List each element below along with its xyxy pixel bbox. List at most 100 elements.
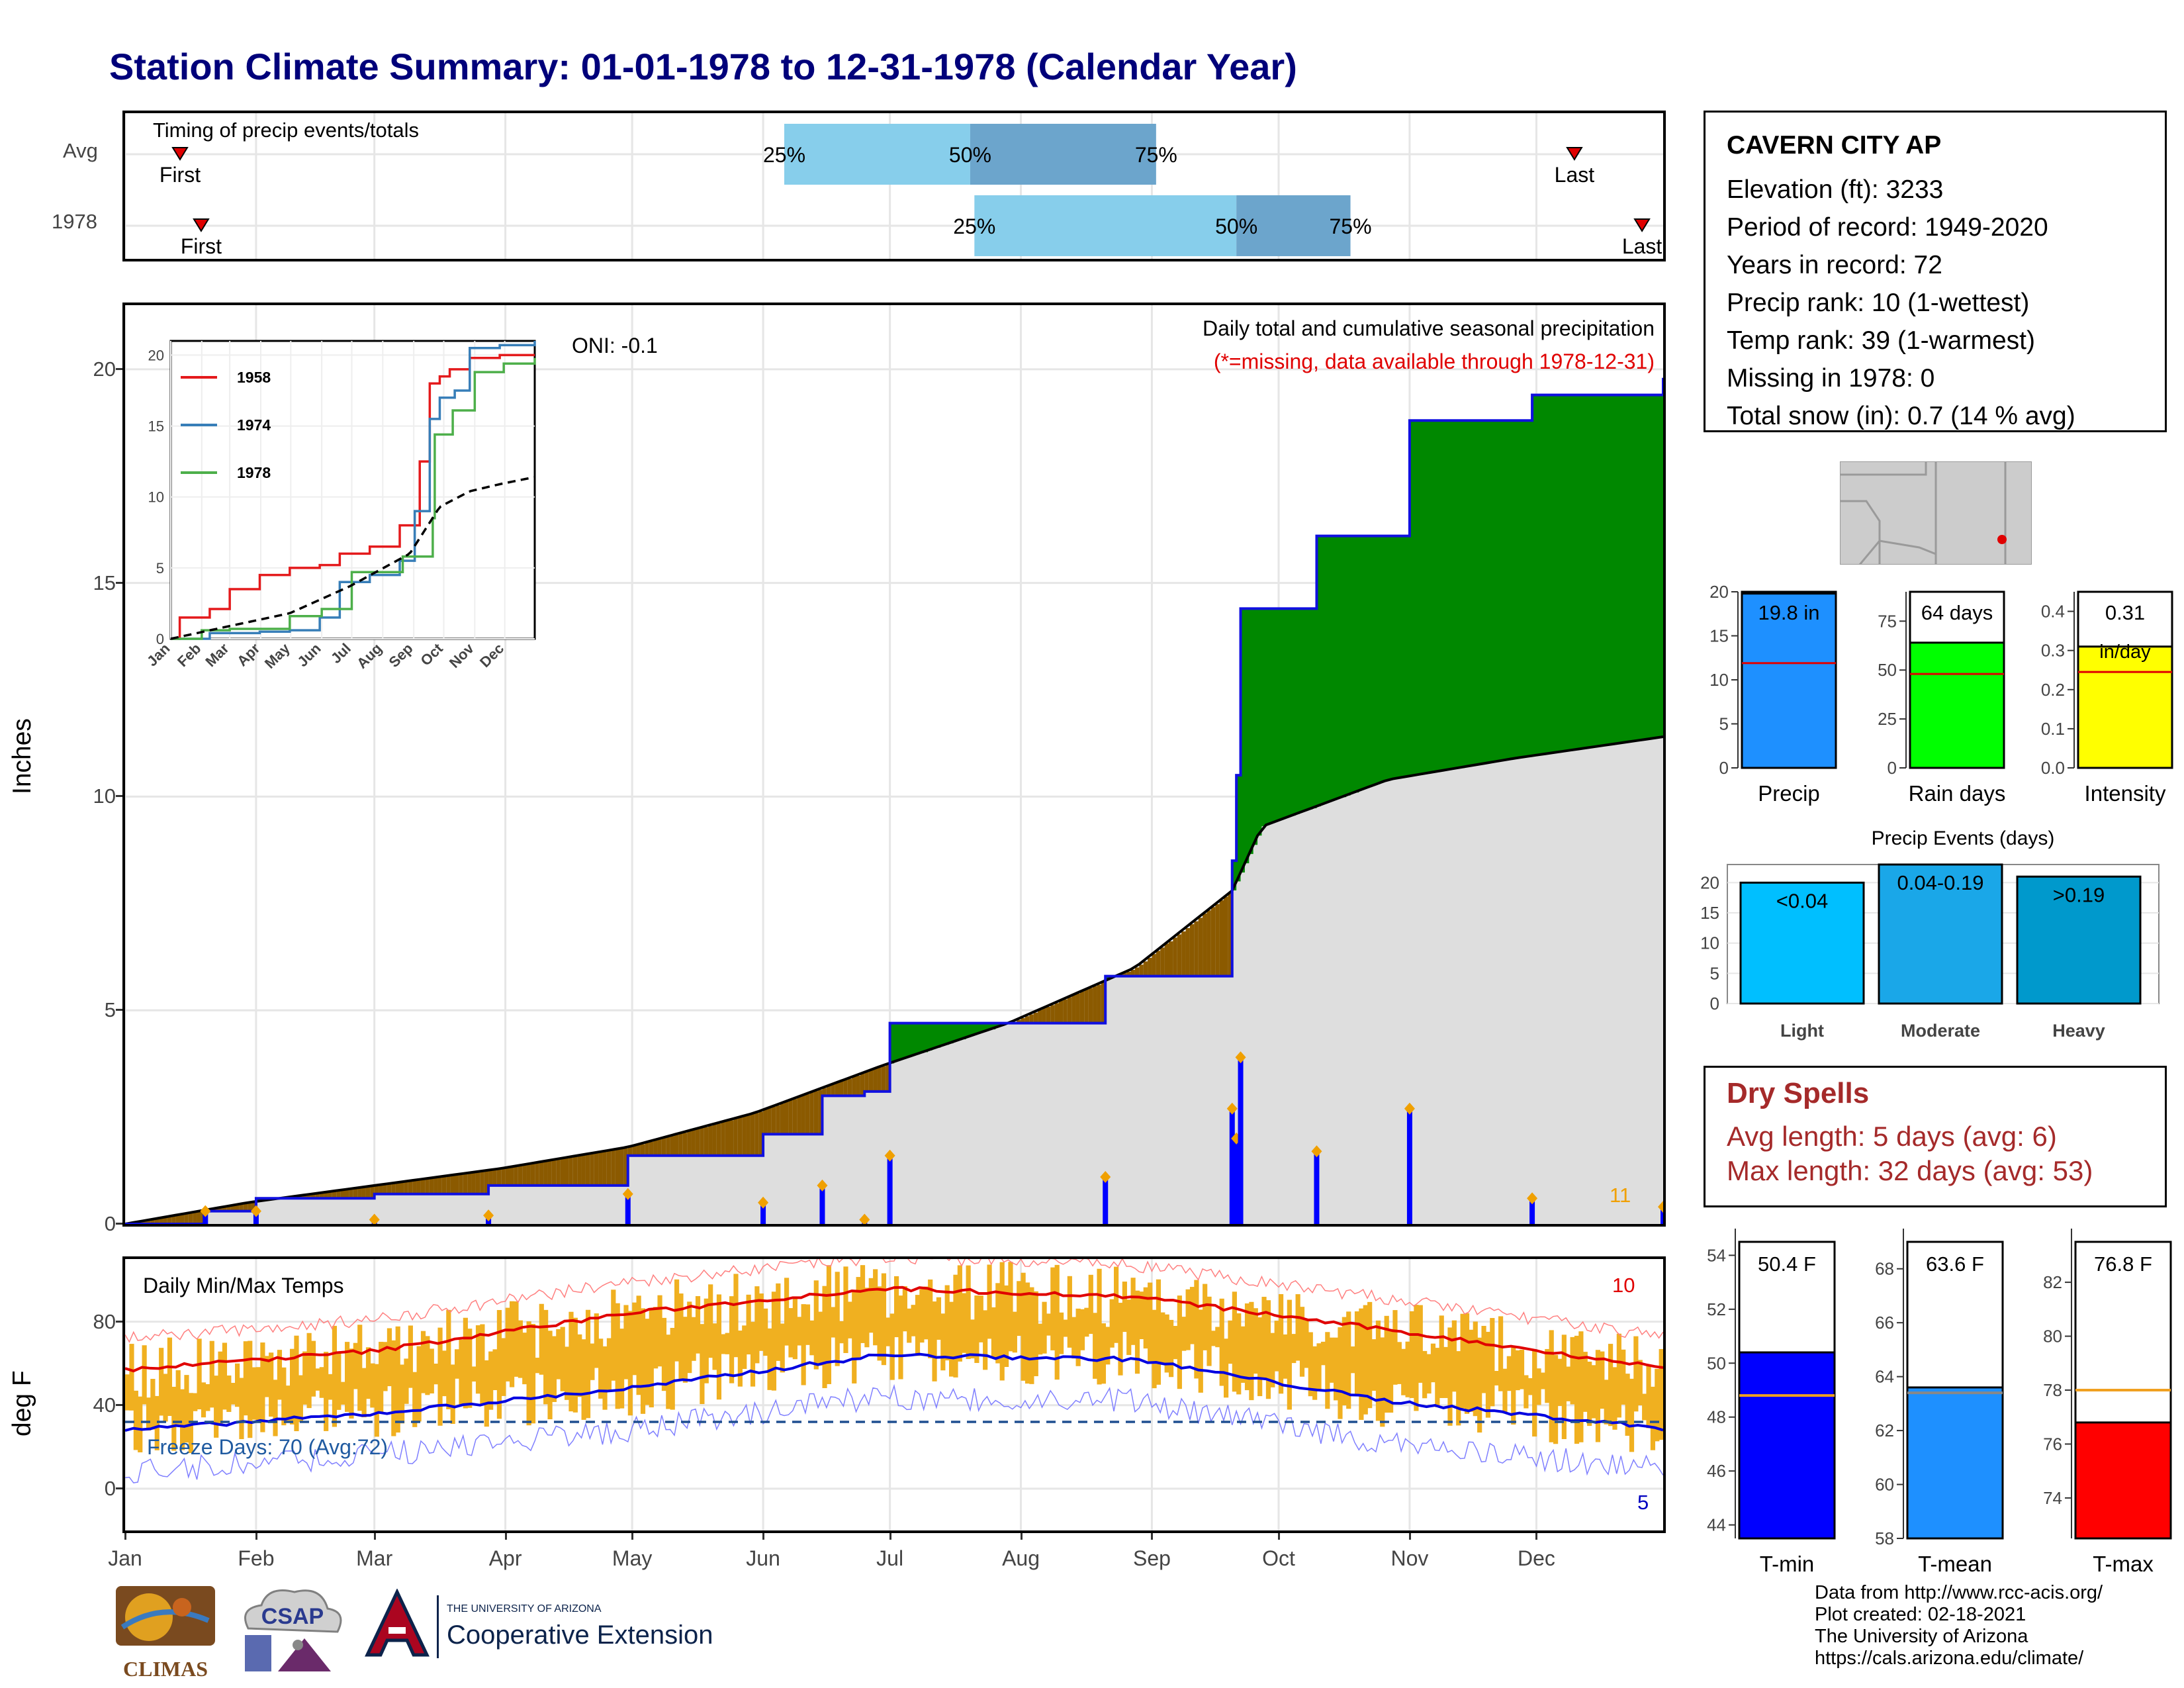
climas-logo: CLIMAS (109, 1581, 222, 1681)
daily-temp-bar (146, 1397, 152, 1430)
below-avg-area (881, 1066, 886, 1092)
avg-cumulative-area (471, 1172, 477, 1224)
above-avg-area (966, 1023, 971, 1037)
below-avg-area (598, 1151, 604, 1186)
below-avg-area (1071, 994, 1077, 1023)
above-avg-area (1270, 608, 1275, 823)
avg-cumulative-area (902, 1058, 907, 1224)
daily-temp-bar (290, 1348, 295, 1425)
daily-temp-bar (1126, 1299, 1132, 1355)
daily-temp-bar (1084, 1307, 1089, 1337)
above-avg-area (923, 1023, 929, 1053)
avg-cumulative-area (1152, 954, 1157, 1224)
avg-cumulative-area (873, 1068, 878, 1224)
daily-temp-bar (1046, 1313, 1052, 1336)
above-avg-area (928, 1023, 933, 1051)
daily-precip-bar (1314, 1151, 1320, 1224)
daily-precip-bar (1406, 1108, 1412, 1224)
above-avg-area (1625, 395, 1630, 743)
avg-cumulative-area (222, 1207, 227, 1224)
avg-cumulative-area (467, 1172, 473, 1224)
below-avg-area (306, 1195, 312, 1199)
avg-cumulative-area (767, 1107, 772, 1224)
avg-cumulative-area (1608, 744, 1613, 1224)
below-avg-area (1210, 907, 1216, 976)
avg-cumulative-area (983, 1031, 988, 1224)
below-avg-area (1059, 1000, 1064, 1023)
freeze-days-label: Freeze Days: 70 (Avg:72) (147, 1435, 388, 1459)
month-axis-label: Aug (1002, 1546, 1040, 1570)
precip-event-bar-moderate (1878, 863, 2003, 1005)
below-avg-area (797, 1097, 802, 1135)
avg-cumulative-area (1148, 957, 1153, 1224)
month-axis-tick (889, 1533, 891, 1540)
above-avg-area (1405, 536, 1410, 777)
inset-line-1978 (171, 357, 536, 640)
avg-cumulative-area (374, 1186, 379, 1224)
above-avg-area (987, 1023, 992, 1030)
below-avg-area (729, 1120, 734, 1156)
below-avg-area (310, 1194, 316, 1199)
avg-cumulative-area (907, 1057, 912, 1224)
daily-temp-bar (1354, 1311, 1360, 1396)
above-avg-area (995, 1023, 1001, 1027)
daily-temp-bar (1604, 1380, 1609, 1425)
daily-temp-bar (1625, 1374, 1630, 1436)
above-avg-area (1464, 420, 1469, 767)
avg-cumulative-area (1249, 854, 1254, 1224)
avg-cumulative-area (1181, 931, 1187, 1224)
daily-temp-bar (184, 1375, 189, 1443)
avg-cumulative-area (1549, 753, 1554, 1224)
daily-temp-bar (387, 1328, 392, 1387)
avg-cumulative-area (551, 1160, 557, 1224)
below-avg-area (1177, 934, 1182, 976)
below-avg-area (1181, 931, 1187, 976)
below-avg-area (357, 1188, 363, 1199)
avg-cumulative-area (645, 1142, 650, 1224)
month-axis-tick (504, 1533, 507, 1540)
daily-temp-bar (708, 1284, 713, 1358)
below-avg-area (349, 1188, 354, 1199)
avg-cumulative-area (391, 1183, 396, 1224)
inset-legend-label: 1978 (237, 464, 271, 481)
daily-precip-bar (1234, 1138, 1240, 1224)
avg-cumulative-area (1232, 890, 1237, 1224)
daily-temp-bar (1071, 1317, 1077, 1359)
below-avg-area (387, 1184, 392, 1194)
inset-month-label: Dec (477, 640, 507, 671)
above-avg-area (1485, 420, 1490, 764)
below-avg-area (1185, 927, 1191, 976)
above-avg-area (1566, 395, 1571, 751)
temp-bar-label: T-min (1760, 1552, 1815, 1576)
daily-temp-bar (750, 1321, 756, 1387)
station-name: CAVERN CITY AP (1727, 131, 1942, 160)
mini-ytick-label: 0.1 (2041, 719, 2065, 739)
avg-cumulative-area (501, 1168, 506, 1224)
precip-event-category: Light (1780, 1021, 1824, 1041)
daily-temp-bar (1295, 1294, 1300, 1361)
daily-temp-bar (1122, 1282, 1127, 1333)
daily-temp-bar (1304, 1320, 1309, 1368)
below-avg-area (526, 1163, 531, 1186)
info-period: Period of record: 1949-2020 (1727, 213, 2048, 242)
above-avg-area (1283, 608, 1288, 819)
below-avg-area (336, 1190, 341, 1199)
avg-cumulative-area (957, 1040, 962, 1224)
timing-pct-label: 25% (763, 143, 805, 167)
avg-cumulative-area (1012, 1021, 1017, 1224)
above-avg-area (1396, 536, 1402, 778)
daily-temp-bar (125, 1374, 130, 1411)
above-avg-area (983, 1023, 988, 1032)
below-avg-area (248, 1201, 253, 1211)
avg-cumulative-area (788, 1100, 794, 1224)
avg-cumulative-area (383, 1184, 388, 1224)
above-avg-area (1650, 395, 1655, 739)
daily-temp-bar (328, 1374, 333, 1400)
above-avg-area (1591, 395, 1596, 747)
daily-temp-bar (251, 1367, 257, 1420)
timing-pct-label: 25% (953, 214, 995, 238)
daily-temp-bar (1566, 1366, 1571, 1401)
station-location-marker (1997, 535, 2007, 544)
avg-cumulative-area (1591, 747, 1596, 1224)
avg-cumulative-area (1338, 798, 1343, 1224)
